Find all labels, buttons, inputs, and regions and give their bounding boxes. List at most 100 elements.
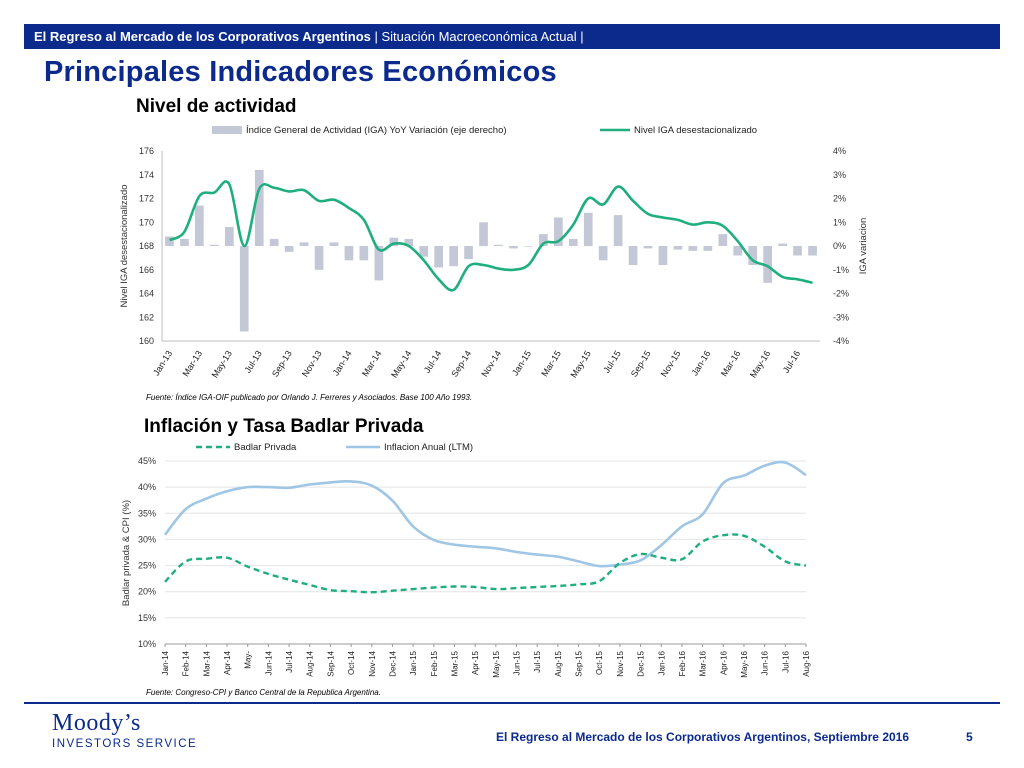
page-title: Principales Indicadores Económicos — [44, 56, 557, 88]
activity-bar — [269, 238, 279, 246]
activity-bar — [763, 246, 772, 283]
inflation-x-tick-label: Jan-14 — [161, 650, 170, 675]
inflation-x-tick-label: Apr-16 — [719, 650, 728, 675]
activity-y2-tick-label: -2% — [833, 289, 849, 299]
activity-bar — [688, 246, 698, 251]
activity-bar — [613, 215, 623, 246]
inflation-y-tick-label: 20% — [138, 587, 156, 597]
inflation-x-tick-label: Mar-16 — [699, 650, 708, 676]
activity-bar — [464, 246, 473, 260]
inflation-x-tick-label: Oct-15 — [595, 650, 604, 675]
activity-y2-tick-label: 1% — [833, 217, 846, 227]
inflation-x-tick-label: Jun-16 — [761, 650, 770, 675]
activity-bar — [524, 246, 533, 247]
activity-bar — [479, 222, 488, 247]
activity-bar — [718, 234, 728, 246]
inflation-x-tick-label: Nov-15 — [616, 650, 625, 676]
activity-y-tick-label: 174 — [139, 170, 154, 180]
inflation-x-tick-label: Jul-15 — [533, 650, 542, 672]
activity-bar — [329, 242, 339, 246]
inflation-y-tick-label: 40% — [138, 482, 156, 492]
inflation-x-tick-label: Jun-14 — [264, 650, 273, 675]
activity-bar — [539, 234, 548, 246]
activity-bar — [583, 212, 593, 247]
inflation-section-title: Inflación y Tasa Badlar Privada — [144, 416, 424, 437]
inflation-y-tick-label: 45% — [138, 456, 156, 466]
inflation-line-series — [163, 460, 807, 568]
activity-legend-line-label: Nivel IGA desestacionalizado — [634, 125, 757, 136]
activity-bar — [673, 246, 683, 250]
inflation-x-tick-label: Aug-15 — [554, 650, 563, 676]
activity-bar — [404, 238, 414, 246]
logo-sub-text: INVESTORS SERVICE — [52, 738, 198, 750]
activity-bar — [778, 243, 787, 246]
activity-bar — [658, 246, 668, 265]
header-bar: El Regreso al Mercado de los Corporativo… — [24, 24, 1000, 49]
activity-bar — [299, 242, 309, 246]
activity-y-tick-label: 160 — [139, 336, 154, 346]
activity-bar — [225, 227, 234, 246]
inflation-y-tick-label: 15% — [138, 613, 156, 623]
activity-y2-tick-label: -3% — [833, 312, 849, 322]
inflation-x-tick-label: Jul-14 — [285, 650, 294, 672]
activity-bar — [419, 246, 429, 257]
inflation-legend-badlar-label: Badlar Privada — [234, 442, 297, 453]
inflation-x-tick-label: Feb-15 — [430, 650, 439, 676]
activity-source-note: Fuente: Índice IGA-OIF publicado por Orl… — [146, 393, 473, 402]
activity-bar — [449, 246, 458, 267]
activity-bar — [494, 244, 503, 246]
inflation-y-tick-label: 35% — [138, 508, 156, 518]
activity-y2-tick-label: -1% — [833, 265, 849, 275]
inflation-y-tick-label: 30% — [138, 534, 156, 544]
inflation-x-tick-label: Oct-14 — [347, 650, 356, 675]
inflation-y-tick-label: 25% — [138, 561, 156, 571]
inflation-x-tick-label: Aug-16 — [802, 650, 811, 676]
activity-bar — [359, 246, 369, 261]
inflation-x-tick-label: Jan-15 — [409, 650, 418, 675]
activity-y2-tick-label: 0% — [833, 241, 846, 251]
inflation-x-tick-label: Mar-15 — [450, 650, 459, 676]
activity-bar — [554, 217, 563, 246]
activity-y2-tick-label: -4% — [833, 336, 849, 346]
activity-bar — [793, 246, 802, 256]
inflation-x-tick-label: Apr-14 — [223, 650, 232, 675]
activity-bar — [239, 246, 249, 332]
activity-y-tick-label: 166 — [139, 265, 154, 275]
activity-y2-tick-label: 3% — [833, 170, 846, 180]
activity-y-tick-label: 168 — [139, 241, 154, 251]
activity-legend-bar-swatch — [212, 126, 242, 134]
inflation-x-tick-label: Jan-16 — [657, 650, 666, 675]
page-number: 5 — [966, 730, 973, 744]
activity-bar — [210, 244, 219, 246]
activity-bar — [748, 246, 758, 265]
activity-legend-bar-label: Índice General de Actividad (IGA) YoY Va… — [246, 125, 507, 136]
inflation-x-tick-label: Apr-15 — [471, 650, 480, 675]
inflation-source-note: Fuente: Congreso-CPI y Banco Central de … — [146, 688, 381, 697]
activity-section-title: Nivel de actividad — [136, 96, 297, 117]
activity-bar — [389, 237, 399, 246]
activity-y-tick-label: 162 — [139, 312, 154, 322]
inflation-x-tick-label: Nov-14 — [368, 650, 377, 676]
inflation-y-tick-label: 10% — [138, 639, 156, 649]
activity-bar — [344, 246, 354, 261]
activity-bar — [434, 246, 443, 268]
activity-bar — [643, 246, 653, 249]
activity-bar — [374, 246, 384, 281]
activity-bar — [284, 246, 294, 252]
activity-bar — [568, 238, 578, 246]
logo-main-text: Moody’s — [52, 710, 141, 736]
activity-y-tick-label: 172 — [139, 194, 154, 204]
activity-y-tick-label: 170 — [139, 217, 154, 227]
inflation-y-axis-label: Badlar privada & CPI (%) — [121, 500, 132, 606]
inflation-x-tick-label: Sep-15 — [575, 650, 584, 676]
inflation-x-tick-label: Feb-16 — [678, 650, 687, 676]
activity-bar — [314, 246, 324, 270]
activity-y2-axis-label: IGA variacion — [858, 218, 869, 275]
activity-bar — [180, 238, 189, 246]
inflation-x-tick-label: May-15 — [492, 650, 501, 677]
inflation-x-tick-label: May-16 — [740, 650, 749, 677]
footer-text: El Regreso al Mercado de los Corporativo… — [496, 730, 910, 744]
activity-y-tick-label: 176 — [139, 146, 154, 156]
